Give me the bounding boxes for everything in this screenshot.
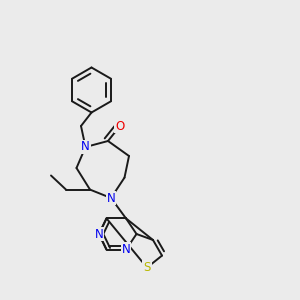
Text: N: N: [122, 243, 130, 256]
Text: S: S: [143, 261, 151, 274]
Text: N: N: [106, 191, 116, 205]
Text: N: N: [94, 227, 103, 241]
Text: O: O: [116, 119, 124, 133]
Text: N: N: [81, 140, 90, 154]
